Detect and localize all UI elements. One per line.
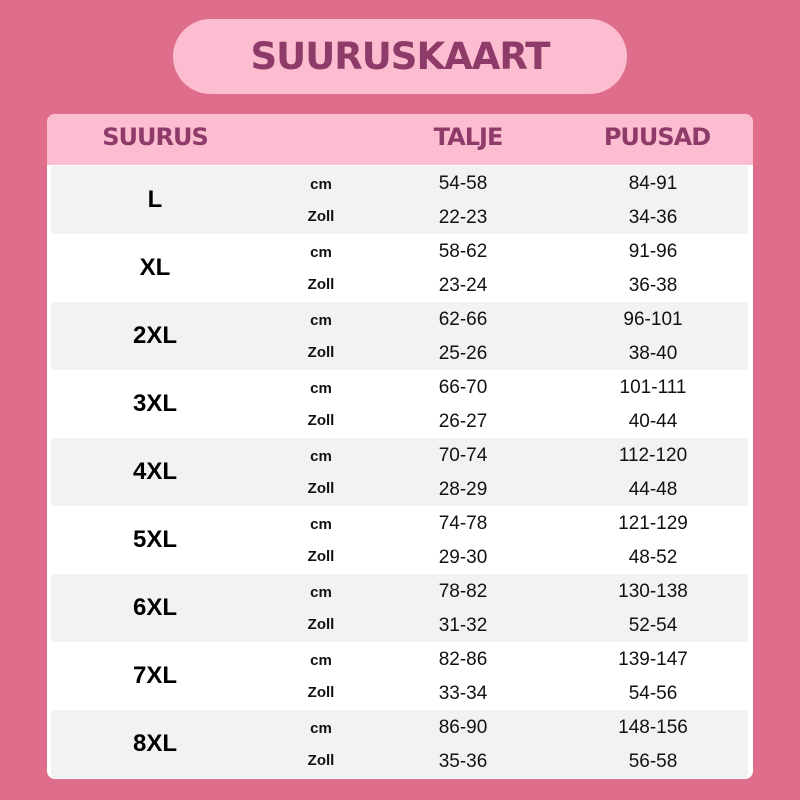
unit-inch: Zoll — [307, 548, 335, 565]
table-header: SUURUS TALJE PUUSAD — [47, 114, 753, 165]
table-row: 7XL cm Zoll 82-86 33-34 139-147 54-56 — [51, 642, 748, 710]
size-label: 8XL — [132, 730, 178, 757]
unit-inch: Zoll — [307, 412, 335, 429]
hips-inch: 36-38 — [628, 275, 678, 296]
waist-cm: 74-78 — [438, 513, 488, 534]
hips-inch: 34-36 — [628, 207, 678, 228]
table-row: 6XL cm Zoll 78-82 31-32 130-138 52-54 — [51, 574, 748, 642]
unit-cm: cm — [310, 516, 332, 533]
size-label: XL — [139, 254, 171, 281]
hips-inch: 54-56 — [628, 683, 678, 704]
hips-cm: 96-101 — [623, 309, 683, 330]
hips-cm: 112-120 — [618, 445, 688, 466]
waist-inch: 29-30 — [438, 547, 488, 568]
waist-cm: 82-86 — [438, 649, 488, 670]
unit-inch: Zoll — [307, 344, 335, 361]
waist-cm: 70-74 — [438, 445, 488, 466]
unit-cm: cm — [310, 176, 332, 193]
waist-inch: 26-27 — [438, 411, 488, 432]
hips-inch: 52-54 — [628, 615, 678, 636]
unit-cm: cm — [310, 652, 332, 669]
table-row: 5XL cm Zoll 74-78 29-30 121-129 48-52 — [51, 506, 748, 574]
hips-cm: 130-138 — [618, 581, 688, 602]
unit-cm: cm — [310, 584, 332, 601]
waist-inch: 22-23 — [438, 207, 488, 228]
waist-inch: 25-26 — [438, 343, 488, 364]
waist-inch: 23-24 — [438, 275, 488, 296]
hips-inch: 48-52 — [628, 547, 678, 568]
table-row: 8XL cm Zoll 86-90 35-36 148-156 56-58 — [51, 710, 748, 778]
title-banner: SUURUSKAART — [173, 19, 627, 94]
unit-inch: Zoll — [307, 684, 335, 701]
waist-cm: 86-90 — [438, 717, 488, 738]
hips-cm: 84-91 — [628, 173, 678, 194]
unit-cm: cm — [310, 244, 332, 261]
unit-cm: cm — [310, 312, 332, 329]
size-label: 7XL — [132, 662, 178, 689]
size-label: L — [147, 186, 163, 213]
table-row: XL cm Zoll 58-62 23-24 91-96 36-38 — [51, 234, 748, 302]
unit-inch: Zoll — [307, 276, 335, 293]
table-row: 2XL cm Zoll 62-66 25-26 96-101 38-40 — [51, 302, 748, 370]
hips-cm: 148-156 — [618, 717, 688, 738]
unit-cm: cm — [310, 380, 332, 397]
waist-cm: 78-82 — [438, 581, 488, 602]
hips-inch: 56-58 — [628, 751, 678, 772]
hips-cm: 139-147 — [618, 649, 688, 670]
size-label: 6XL — [132, 594, 178, 621]
unit-cm: cm — [310, 448, 332, 465]
unit-inch: Zoll — [307, 752, 335, 769]
size-label: 5XL — [132, 526, 178, 553]
size-label: 3XL — [132, 390, 178, 417]
waist-cm: 62-66 — [438, 309, 488, 330]
waist-cm: 58-62 — [438, 241, 488, 262]
waist-cm: 66-70 — [438, 377, 488, 398]
hips-cm: 101-111 — [619, 377, 687, 398]
waist-inch: 33-34 — [438, 683, 488, 704]
hips-inch: 38-40 — [628, 343, 678, 364]
table-row: 3XL cm Zoll 66-70 26-27 101-111 40-44 — [51, 370, 748, 438]
unit-inch: Zoll — [307, 480, 335, 497]
size-label: 4XL — [132, 458, 178, 485]
hips-inch: 40-44 — [628, 411, 678, 432]
table-row: 4XL cm Zoll 70-74 28-29 112-120 44-48 — [51, 438, 748, 506]
unit-inch: Zoll — [307, 208, 335, 225]
unit-cm: cm — [310, 720, 332, 737]
hips-cm: 121-129 — [618, 513, 688, 534]
size-label: 2XL — [132, 322, 178, 349]
hips-cm: 91-96 — [628, 241, 678, 262]
header-waist: TALJE — [433, 123, 504, 151]
unit-inch: Zoll — [307, 616, 335, 633]
waist-inch: 28-29 — [438, 479, 488, 500]
waist-inch: 31-32 — [438, 615, 488, 636]
hips-inch: 44-48 — [628, 479, 678, 500]
header-size: SUURUS — [102, 123, 209, 151]
header-hips: PUUSAD — [603, 123, 711, 151]
waist-cm: 54-58 — [438, 173, 488, 194]
page-title: SUURUSKAART — [250, 35, 551, 78]
waist-inch: 35-36 — [438, 751, 488, 772]
